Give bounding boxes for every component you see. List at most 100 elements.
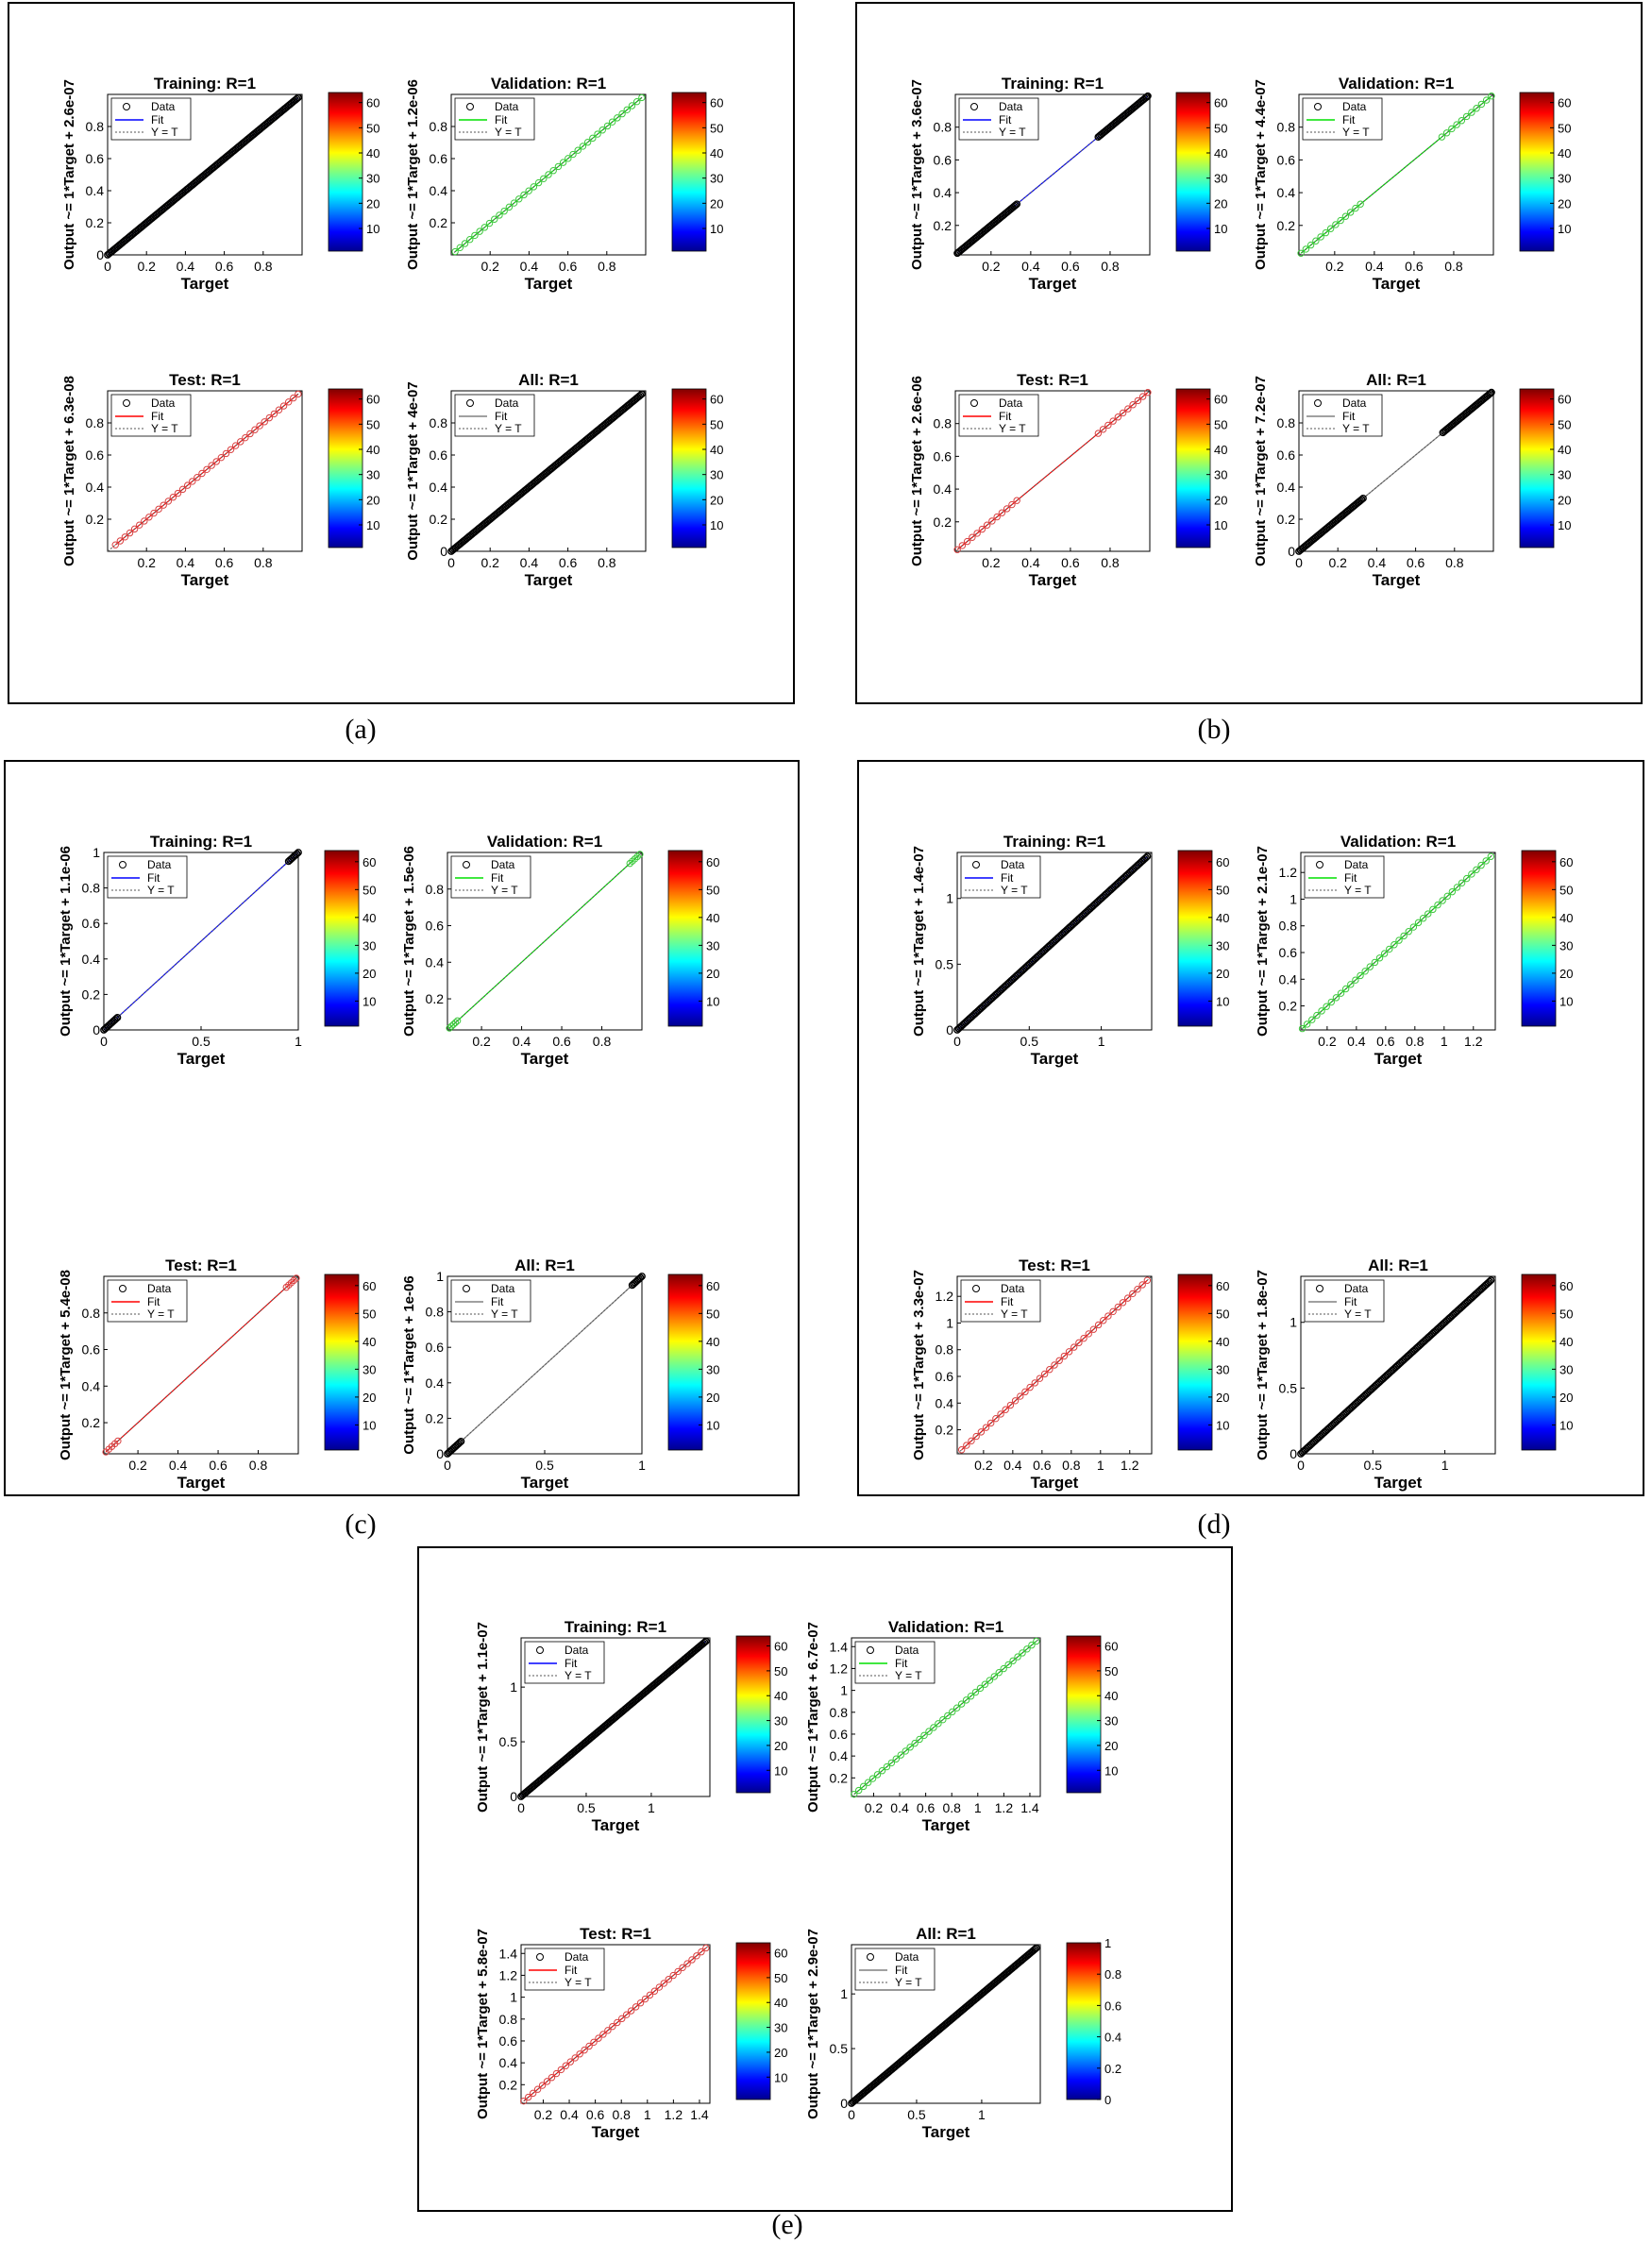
identity-line: [450, 93, 647, 256]
colorbar-tick-label: 10: [706, 994, 719, 1008]
y-tick-label: 0.6: [1277, 447, 1296, 463]
colorbar-tick-label: 50: [366, 417, 379, 431]
colorbar-tick-label: 20: [1558, 196, 1571, 211]
data-point: [456, 244, 464, 252]
data-point: [957, 1446, 966, 1454]
colorbar-tick-label: 60: [774, 1640, 787, 1654]
x-tick-label: 0.2: [1318, 1034, 1337, 1049]
data-point: [878, 1767, 886, 1775]
legend-label-yt: Y = T: [565, 1669, 592, 1682]
data-point: [194, 474, 201, 481]
data-point: [1094, 1321, 1103, 1329]
x-tick-label: 0.6: [1376, 1034, 1395, 1049]
colorbar-tick-label: 30: [1559, 938, 1573, 953]
plot-title: Training: R=1: [1002, 75, 1104, 93]
data-point: [887, 1759, 896, 1767]
data-markers: [444, 1273, 646, 1458]
legend-data-marker: [463, 861, 470, 869]
x-axis-label: Target: [1374, 1050, 1423, 1068]
y-tick-label: 0.6: [86, 447, 105, 463]
x-tick-label: 0.6: [917, 1800, 936, 1815]
colorbar-tick-label: 60: [1559, 1279, 1573, 1293]
data-point: [1080, 1334, 1087, 1342]
colorbar: [1177, 850, 1213, 1027]
data-point: [1008, 500, 1016, 509]
data-markers: [517, 1637, 710, 1800]
colorbar-tick-label: 50: [1216, 883, 1229, 897]
data-point: [525, 187, 532, 194]
data-point: [160, 501, 167, 509]
data-point: [864, 1779, 872, 1786]
colorbar-tick-label: 50: [706, 883, 719, 897]
colorbar-tick-label: 10: [774, 1763, 787, 1778]
data-point: [1318, 1007, 1325, 1015]
data-point: [480, 224, 489, 231]
data-point: [698, 1948, 705, 1956]
y-tick-label: 0.4: [426, 954, 445, 970]
legend-data-marker: [119, 861, 126, 869]
x-tick-label: 0.2: [534, 2107, 553, 2122]
y-tick-label: 0.4: [1277, 185, 1296, 200]
data-point: [466, 236, 474, 244]
regression-plots-svg: Training: R=1 Target Output ~= 1*Target + …: [475, 1618, 1121, 2141]
x-tick-label: 0.8: [598, 555, 616, 570]
data-point: [594, 130, 601, 138]
colorbar-tick-label: 10: [1214, 222, 1227, 236]
colorbar-tick-label: 0.2: [1104, 2062, 1121, 2076]
legend-label-yt: Y = T: [1001, 1307, 1028, 1321]
data-point: [1051, 1361, 1058, 1369]
y-axis-label: Output ~= 1*Target + 2.6e-06: [909, 376, 925, 566]
data-point: [1138, 393, 1147, 400]
data-point: [1458, 879, 1466, 886]
y-tick-label: 0.4: [934, 185, 952, 200]
colorbar: [667, 1273, 703, 1451]
regression-panel: Validation: R=1 Target Output ~= 1*Target …: [1255, 833, 1573, 1068]
x-tick-label: 1: [638, 1458, 646, 1473]
y-tick-label: 0.6: [82, 916, 101, 931]
data-point: [993, 513, 1001, 521]
data-point: [599, 2031, 607, 2038]
regression-plots-svg: Training: R=1 Target Output ~= 1*Target + …: [911, 833, 1573, 1492]
data-point: [1439, 897, 1446, 904]
x-tick-label: 0.8: [1406, 1034, 1424, 1049]
colorbar-tick-label: 40: [1559, 1335, 1573, 1349]
data-point: [471, 231, 479, 240]
data-point: [1327, 998, 1335, 1006]
x-tick-label: 0.6: [215, 259, 234, 274]
colorbar-tick-label: 30: [710, 468, 723, 482]
data-markers: [100, 849, 302, 1034]
data-point: [609, 2022, 616, 2031]
data-point: [973, 530, 981, 537]
colorbar-tick-label: 30: [362, 938, 376, 953]
data-point: [1434, 901, 1441, 909]
legend-data-marker: [466, 399, 474, 407]
legend-label-fit: Fit: [999, 113, 1012, 126]
colorbar-tick-label: 40: [1104, 1689, 1118, 1703]
data-markers: [957, 1276, 1152, 1454]
x-axis-label: Target: [521, 1050, 569, 1068]
x-tick-label: 0.4: [520, 259, 539, 274]
data-markers: [451, 93, 646, 256]
legend-label-fit: Fit: [565, 1657, 578, 1670]
data-point: [1308, 1016, 1316, 1023]
data-point: [451, 247, 459, 256]
x-tick-label: 0.8: [1445, 555, 1464, 570]
plot-title: Test: R=1: [580, 1925, 651, 1943]
colorbar: [735, 1635, 771, 1794]
y-axis-label: Output ~= 1*Target + 2.1e-07: [1255, 846, 1271, 1037]
legend-data-marker: [536, 1646, 544, 1654]
data-point: [293, 94, 301, 103]
y-tick-label: 0.6: [430, 447, 448, 463]
colorbar: [1066, 1635, 1102, 1794]
figure-panel-2: Training: R=1 Target Output ~= 1*Target + …: [855, 2, 1643, 704]
data-point: [581, 2046, 588, 2054]
y-tick-label: 0.2: [86, 512, 105, 527]
x-tick-label: 0.8: [598, 259, 616, 274]
data-point: [638, 93, 646, 102]
colorbar-tick-label: 30: [1216, 938, 1229, 953]
x-tick-label: 1: [1098, 1034, 1105, 1049]
